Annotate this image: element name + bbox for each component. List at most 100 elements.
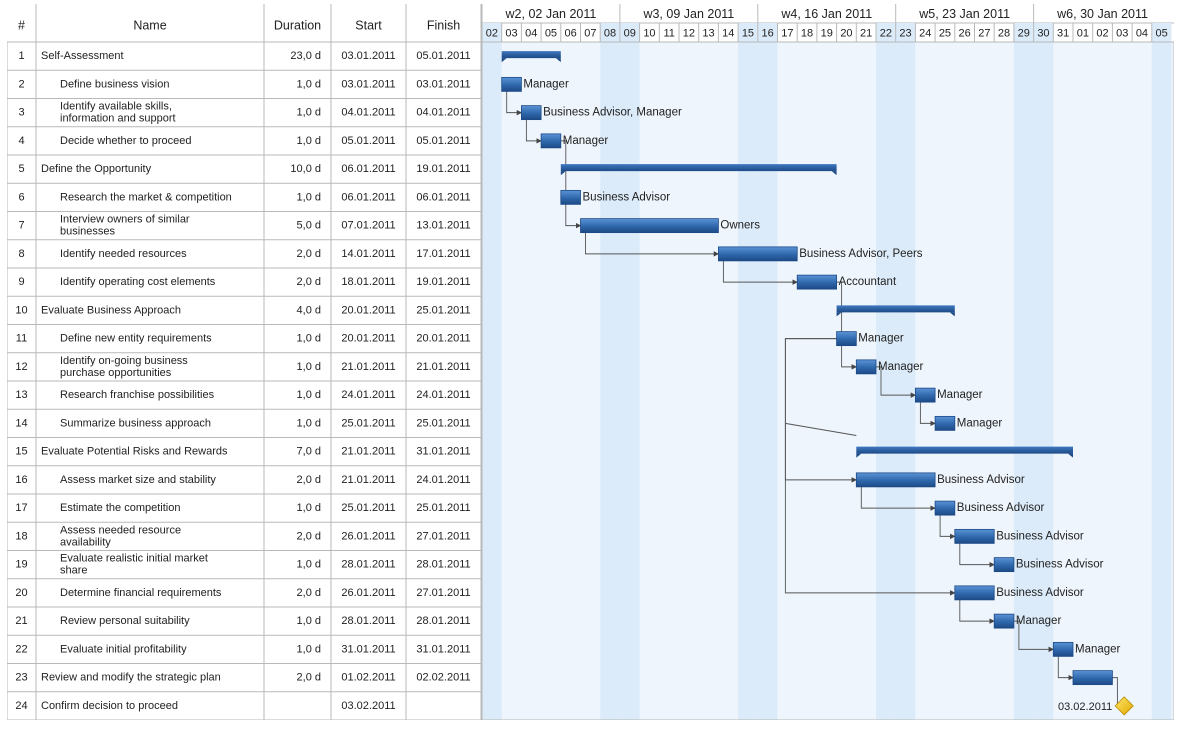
task-finish: 28.01.2011 [416,559,470,571]
column-header-duration: Duration [274,18,321,32]
task-finish: 04.01.2011 [416,107,470,119]
milestone-diamond [1114,696,1134,716]
weekend-column [876,42,896,720]
resource-label: Business Advisor [583,191,671,203]
task-number: 23 [15,672,27,684]
task-finish: 31.01.2011 [416,446,470,458]
task-duration: 2,0 d [297,530,321,542]
task-duration: 2,0 d [297,474,321,486]
task-number: 20 [15,587,27,599]
day-label: 12 [683,27,695,39]
weekend-column [600,42,620,720]
task-finish: 13.01.2011 [416,220,470,232]
task-name: Review and modify the strategic plan [41,672,221,684]
day-label: 16 [762,27,774,39]
task-bar [540,133,562,149]
day-label: 21 [860,27,872,39]
dependency-arrow [959,599,995,624]
task-start: 21.01.2011 [341,474,395,486]
dependency-arrow [1057,656,1074,681]
task-duration: 2,0 d [297,672,321,684]
task-bar [521,105,542,121]
week-label: w2, 02 Jan 2011 [505,7,597,21]
task-start: 20.01.2011 [341,333,395,345]
day-label: 09 [624,27,636,39]
day-label: 02 [486,27,498,39]
task-start: 25.01.2011 [341,502,395,514]
task-bar [954,585,995,601]
task-name: Confirm decision to proceed [41,700,178,712]
task-start: 14.01.2011 [341,248,395,260]
dependency-arrow [722,260,798,285]
task-number: 16 [15,474,27,486]
dependency-arrow [876,366,917,398]
task-number: 6 [18,191,24,203]
task-finish: 05.01.2011 [416,50,470,62]
task-finish: 28.01.2011 [416,615,470,627]
task-number: 21 [15,615,27,627]
task-bar [501,76,522,92]
task-start: 18.01.2011 [341,276,395,288]
task-number: 2 [18,78,24,90]
task-start: 07.01.2011 [341,220,395,232]
resource-label: Manager [1075,643,1121,655]
task-duration: 1,0 d [297,417,321,429]
summary-bar-cap [949,312,955,317]
task-duration: 1,0 d [297,107,321,119]
task-number: 17 [15,502,27,514]
task-duration: 1,0 d [297,333,321,345]
dependency-arrow [506,91,523,116]
task-start: 24.01.2011 [341,389,395,401]
task-name: Identify operating cost elements [60,276,216,288]
resource-label: Business Advisor, Peers [799,248,923,260]
task-number: 12 [15,361,27,373]
summary-bar-cap [560,171,566,176]
task-start: 04.01.2011 [341,107,395,119]
task-bar [560,189,581,205]
task-duration: 2,0 d [297,276,321,288]
day-label: 25 [939,27,951,39]
task-bar [1072,670,1113,686]
day-label: 30 [1037,27,1049,39]
day-label: 28 [998,27,1010,39]
day-label: 03 [505,27,517,39]
task-number: 13 [15,389,27,401]
weekend-column [757,42,778,720]
task-duration: 4,0 d [297,304,321,316]
week-label: w4, 16 Jan 2011 [780,7,872,21]
task-name: Identify needed resources [60,248,187,260]
task-duration: 5,0 d [297,220,321,232]
task-start: 03.01.2011 [341,50,395,62]
summary-bar [856,446,1073,454]
task-duration: 1,0 d [297,361,321,373]
task-start: 28.01.2011 [341,615,395,627]
dependency-arrow [585,232,720,257]
task-number: 22 [15,643,27,655]
week-label: w3, 09 Jan 2011 [642,7,734,21]
day-label: 13 [702,27,714,39]
dependency-arrow [841,345,857,370]
summary-bar-cap [856,453,862,458]
task-start: 26.01.2011 [341,530,395,542]
task-finish: 19.01.2011 [416,276,470,288]
day-label: 07 [584,27,596,39]
day-label: 20 [840,27,852,39]
resource-label: Manager [878,361,924,373]
summary-bar [501,51,561,59]
dependency-arrow [1013,620,1054,653]
day-label: 27 [978,27,990,39]
resource-label: Business Advisor [937,474,1025,486]
task-finish: 25.01.2011 [416,502,470,514]
day-label: 10 [643,27,655,39]
task-name: Decide whether to proceed [60,135,191,147]
task-start: 03.02.2011 [341,700,395,712]
task-finish: 27.01.2011 [416,530,470,542]
dependency-tie [785,422,857,436]
summary-bar-cap [836,312,842,317]
weekend-column [895,42,916,720]
day-label: 19 [821,27,833,39]
task-number: 19 [15,559,27,571]
column-header-start: Start [355,18,382,32]
day-label: 26 [959,27,971,39]
table-background [7,4,483,720]
